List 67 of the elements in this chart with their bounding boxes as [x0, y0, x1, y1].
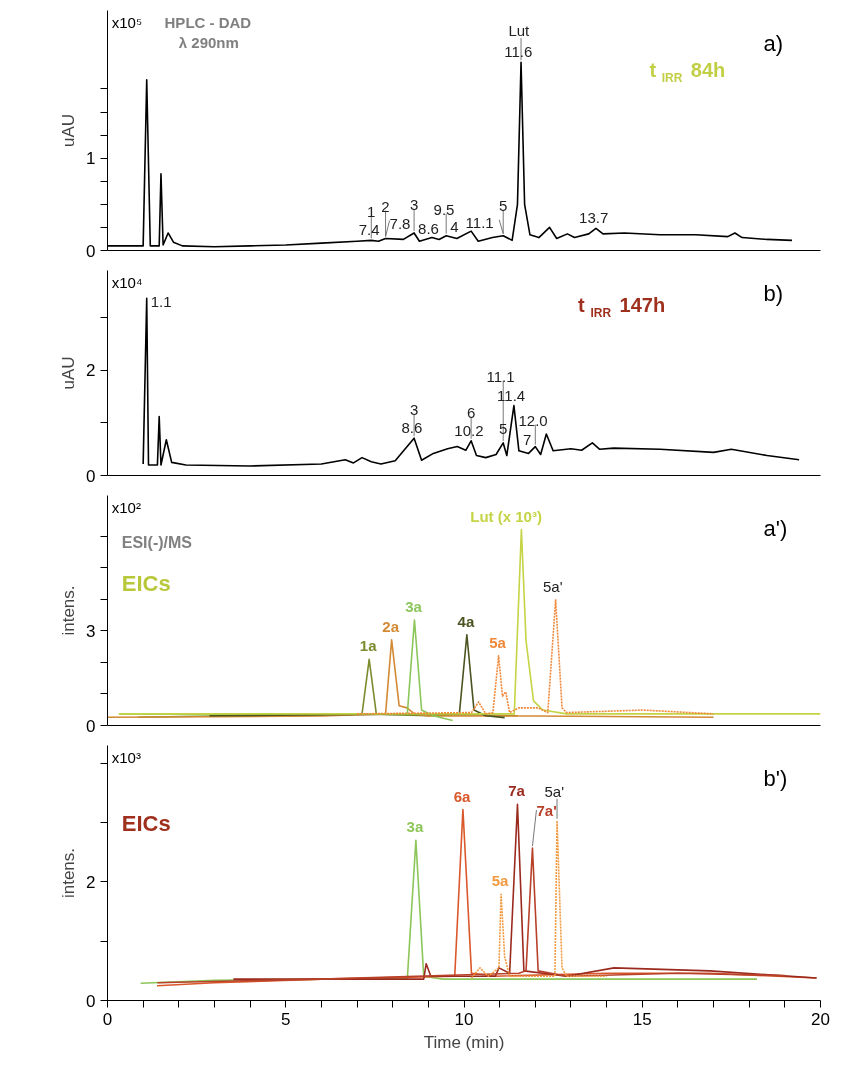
- x-axis-title: Time (min): [423, 1032, 505, 1052]
- x-tick-label: 20: [811, 1009, 830, 1029]
- series-label: 7a: [508, 782, 526, 800]
- annotation: 13.7: [579, 209, 609, 227]
- series-label: 3a: [406, 818, 424, 836]
- annotation: x10²: [111, 498, 141, 516]
- y-axis-title: intens.: [59, 847, 79, 899]
- annotation: 1: [367, 203, 376, 221]
- annotation: 10.2: [454, 421, 484, 439]
- annotation: a'): [763, 515, 788, 541]
- annotation: 3: [409, 195, 419, 213]
- series-label: Lut (x 10³): [470, 507, 542, 525]
- y-axis-title: uAU: [59, 113, 79, 148]
- annotation: 12.0: [518, 411, 548, 429]
- annotation: 8.6: [401, 419, 423, 437]
- annotation: ESI(-)/MS: [121, 533, 193, 551]
- series-label: 6a: [453, 787, 471, 805]
- y-axis-title: intens.: [59, 585, 79, 636]
- series-label: 4a: [457, 612, 475, 630]
- annotation: 11.4: [497, 386, 526, 404]
- annotation: x10⁵: [111, 13, 143, 31]
- annotation: a): [763, 30, 784, 56]
- x-tick-label: 0: [102, 1009, 113, 1029]
- annotation: x10⁴: [111, 273, 143, 291]
- annotation: EICs: [121, 810, 171, 836]
- y-tick-label: 0: [86, 466, 96, 486]
- series-label: 5a: [491, 872, 510, 890]
- x-tick-label: 10: [454, 1009, 474, 1029]
- annotation: Lut: [508, 22, 531, 40]
- annotation: 11.6: [504, 43, 533, 61]
- annotation: 5a': [543, 577, 563, 595]
- y-tick-label: 0: [86, 991, 96, 1011]
- annotation: 7.4: [358, 221, 380, 239]
- series-label: 1a: [359, 637, 378, 655]
- x-tick-label: 5: [281, 1009, 291, 1029]
- annotation: 7: [522, 431, 532, 449]
- annotation: b): [763, 280, 784, 306]
- series-label: 2a: [382, 617, 400, 635]
- annotation: x10³: [111, 748, 141, 766]
- annotation: λ 290nm: [178, 33, 239, 51]
- annotation: 3: [409, 401, 419, 419]
- annotation: 1.1: [150, 292, 172, 310]
- annotation: 7.8: [389, 215, 411, 233]
- series-label: 5a: [489, 633, 507, 651]
- annotation: 5: [499, 196, 508, 214]
- y-tick-label: 0: [86, 716, 96, 736]
- annotation: 4: [450, 218, 459, 236]
- y-axis-title: uAU: [59, 356, 79, 390]
- y-tick-label: 2: [86, 361, 96, 381]
- y-tick-label: 3: [86, 621, 96, 641]
- annotation: 5: [499, 419, 508, 437]
- y-tick-label: 1: [86, 149, 96, 169]
- annotation: 9.5: [433, 200, 455, 218]
- series-label: 7a': [536, 801, 557, 819]
- y-tick-label: 2: [86, 872, 96, 892]
- annotation: 11.1: [465, 214, 494, 232]
- x-tick-label: 15: [632, 1009, 652, 1029]
- annotation: HPLC - DAD: [164, 13, 252, 31]
- annotation: 8.6: [418, 219, 439, 237]
- series-label: 3a: [405, 597, 423, 615]
- annotation: 11.1: [486, 367, 515, 385]
- annotation: 5a': [544, 782, 565, 800]
- annotation: b'): [763, 765, 788, 791]
- annotation: 6: [466, 403, 476, 421]
- annotation: EICs: [121, 570, 171, 596]
- y-tick-label: 0: [86, 241, 96, 261]
- annotation: 2: [381, 197, 390, 215]
